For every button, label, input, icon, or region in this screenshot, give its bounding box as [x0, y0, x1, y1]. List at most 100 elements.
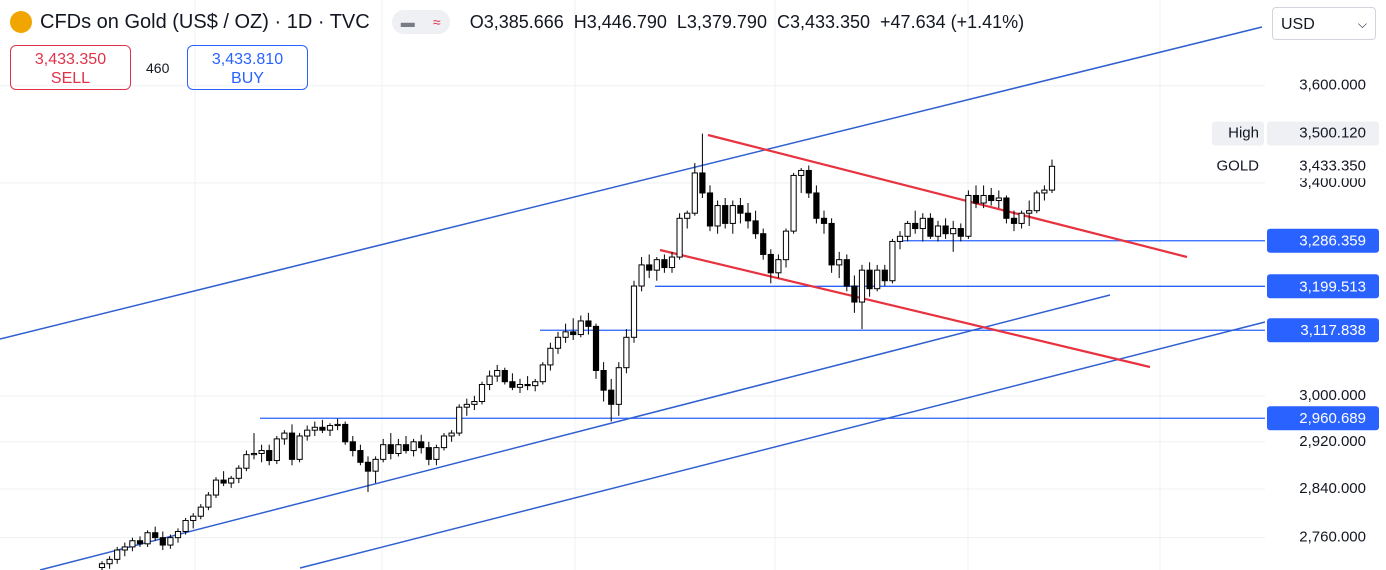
- candle-body: [190, 515, 197, 521]
- candle-body: [220, 479, 227, 484]
- candle-body: [836, 259, 843, 266]
- candle-body: [881, 269, 888, 282]
- candle-body: [957, 228, 964, 237]
- ohlc-legend: O3,385.666 H3,446.790 L3,379.790 C3,433.350…: [470, 12, 1034, 33]
- candle-body: [319, 426, 326, 431]
- candle-body: [98, 563, 106, 568]
- candle-body: [798, 169, 805, 176]
- candle-body: [167, 537, 174, 546]
- dropdown-arrow: ⌵: [1357, 17, 1367, 31]
- candle-body: [988, 194, 995, 202]
- ohlc-value: 3,433.350: [789, 11, 871, 32]
- candle-body: [334, 423, 341, 427]
- candle-body: [972, 194, 980, 204]
- candle-body: [904, 222, 911, 237]
- candle-body: [1003, 197, 1010, 219]
- candle-body: [714, 205, 721, 227]
- candle-body: [828, 222, 835, 266]
- candle-body: [874, 269, 881, 290]
- candle-body: [585, 320, 592, 327]
- candle-body: [760, 233, 767, 255]
- candle-body: [349, 441, 356, 452]
- candle-body: [440, 435, 448, 449]
- candle-body: [402, 444, 410, 452]
- candle-body: [813, 192, 820, 219]
- candle-body: [205, 494, 212, 508]
- candle-body: [1026, 210, 1033, 214]
- candle-body: [106, 558, 113, 565]
- y-tick-label: 3,600.000: [1299, 77, 1366, 94]
- grid: [0, 85, 1265, 539]
- candle-body: [395, 444, 402, 454]
- candle-body: [524, 384, 531, 387]
- candle-body: [509, 381, 516, 388]
- candle-body: [630, 285, 638, 338]
- candles: [98, 133, 1056, 570]
- mark-name: GOLD: [1216, 157, 1259, 174]
- vertical-grid: [194, 0, 1161, 570]
- candle-body: [722, 205, 729, 224]
- ohlc-value: 3,446.790: [586, 11, 667, 32]
- candle-body: [418, 441, 425, 449]
- buy-price: 3,433.810: [211, 51, 284, 68]
- buy-label: BUY: [231, 70, 264, 87]
- candle-body: [197, 506, 204, 517]
- candle-body: [608, 389, 615, 405]
- candle-body: [144, 532, 151, 545]
- indicator-pill[interactable]: ▬ ≈: [391, 10, 450, 34]
- ohlc-value: 3,385.666: [483, 11, 564, 32]
- candle-body: [342, 423, 349, 443]
- price-label: 2,960.689: [1299, 410, 1366, 427]
- candle-body: [159, 537, 166, 546]
- candle-body: [357, 450, 364, 463]
- candle-body: [410, 441, 417, 452]
- candle-body: [273, 438, 280, 462]
- candle-body: [919, 217, 926, 230]
- price-label-box: [1267, 228, 1379, 253]
- trend-line: [299, 321, 1266, 569]
- candle-body: [638, 264, 645, 287]
- change: +47.634 (+1.41%): [880, 11, 1025, 32]
- candle-body: [1010, 217, 1018, 224]
- candle-body: [995, 197, 1002, 202]
- candle-body: [699, 172, 706, 194]
- price-label-box: [1267, 406, 1379, 431]
- trend-line: [659, 248, 1151, 369]
- candle-body: [661, 259, 668, 269]
- candle-body: [364, 461, 372, 472]
- candle-body: [577, 320, 584, 336]
- sell-button[interactable]: 3,433.350 SELL: [10, 45, 131, 90]
- candle-body: [243, 454, 250, 469]
- candle-body: [896, 235, 904, 242]
- candle-body: [448, 432, 455, 437]
- price-axis: 3,600.0003,400.0003,000.0002,920.0002,84…: [1212, 44, 1386, 570]
- candle-body: [281, 432, 288, 440]
- candle-body: [600, 369, 607, 391]
- candle-body: [592, 325, 600, 371]
- candle-body: [136, 540, 144, 545]
- mark-value: 3,500.120: [1299, 125, 1366, 142]
- candle-body: [866, 269, 873, 290]
- candle-body: [311, 426, 318, 431]
- y-tick-label: 2,920.000: [1299, 433, 1366, 450]
- candle-body: [851, 285, 858, 303]
- trend-line: [707, 133, 1188, 259]
- candle-body: [463, 403, 470, 408]
- candle-body: [684, 212, 691, 219]
- candle-body: [1033, 192, 1040, 212]
- mark-value-box: [1267, 154, 1379, 179]
- currency-select[interactable]: USD ⌵: [1272, 7, 1376, 40]
- mark-value-box: [1267, 121, 1379, 146]
- candle-body: [980, 194, 987, 204]
- mark-name: High: [1228, 125, 1259, 142]
- candle-body: [516, 384, 524, 388]
- trend-line: [39, 294, 1111, 570]
- price-label: 3,199.513: [1299, 278, 1366, 295]
- spread: 460: [146, 60, 170, 76]
- candle-body: [820, 217, 828, 224]
- candle-body: [1041, 189, 1048, 194]
- candle-body: [691, 172, 698, 214]
- symbol-icon: [10, 11, 32, 33]
- candle-body: [782, 230, 790, 261]
- buy-button[interactable]: 3,433.810 BUY: [187, 45, 308, 90]
